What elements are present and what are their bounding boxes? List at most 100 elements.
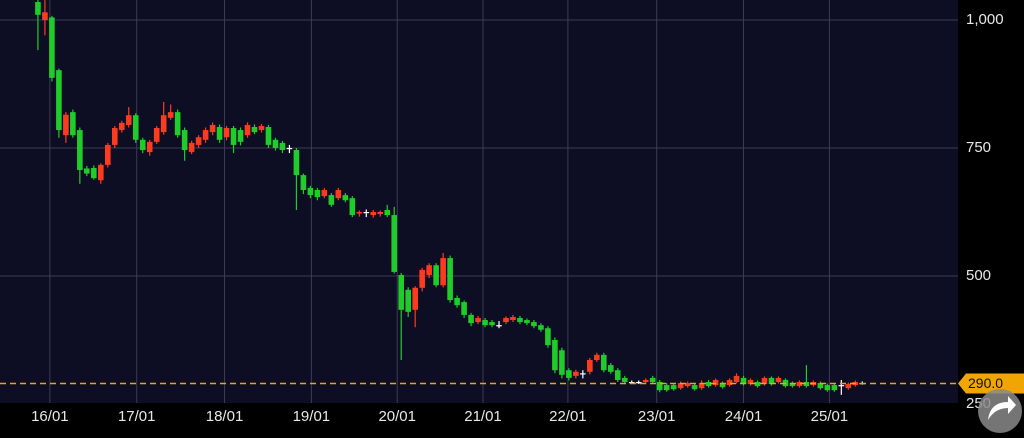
candle-body [831,385,838,391]
y-tick-label: 1,000 [966,11,1004,28]
candle-body [817,383,824,389]
candle-body [691,385,698,390]
x-tick-label: 22/01 [549,408,587,425]
candle-body [230,128,237,145]
candle-body [635,382,642,384]
candle-body [314,189,321,198]
candle-body [426,265,432,275]
candle-body [656,382,663,391]
candle-body [733,375,740,383]
x-tick-label: 25/01 [811,408,849,425]
candle-body [195,137,202,145]
candle-body [775,377,782,383]
candle-body [237,130,244,142]
candle-body [789,383,796,387]
share-button[interactable] [978,389,1022,433]
candle-body [300,175,307,190]
candle-body [139,139,146,151]
candle-body [216,126,223,140]
candle-body [49,17,55,78]
candle-body [35,2,41,15]
candle-body [754,382,761,387]
candle-body [475,317,481,323]
candle-body [566,370,572,378]
candle-body [307,187,314,196]
candle-body [98,164,104,181]
candle-body [559,350,565,375]
candle-body [824,385,831,391]
candle-body [601,354,607,371]
time-axis [0,403,958,438]
candle-body [677,383,684,389]
candle-body [160,115,167,133]
candle-body [510,316,516,321]
candle-body [607,365,614,372]
candle-body [202,130,209,140]
current-price-label: 290.0 [968,375,1003,391]
candle-body [705,382,712,387]
candle-body [356,211,363,214]
candle-body [419,269,425,288]
candle-body [580,373,586,375]
candle-body [77,130,83,171]
candle-body [587,359,593,372]
candle-body [454,298,460,306]
candle-body [223,128,230,138]
plot-area [0,0,958,403]
candle-body [412,287,418,310]
candle-body [167,112,174,118]
x-tick-label: 16/01 [31,408,69,425]
candle-body [398,274,405,310]
candle-body [42,12,48,20]
candle-body [531,322,537,327]
candle-body [70,112,76,136]
candle-body [503,317,509,323]
candle-body [461,302,467,315]
candle-body [125,115,132,125]
candle-body [740,377,747,385]
candle-body [803,382,810,387]
candle-body [594,354,600,360]
candle-body [433,265,439,286]
candle-body [538,325,544,330]
y-tick-label: 750 [966,139,991,156]
candle-body [335,189,342,199]
share-button-bg [978,389,1022,433]
x-tick-label: 20/01 [378,408,416,425]
candle-body [56,70,62,131]
candle-body [726,379,733,386]
candle-body [524,320,530,324]
candle-body [104,144,111,165]
candle-body [91,167,97,179]
candle-body [384,209,391,216]
candle-body [496,325,502,327]
candle-body [670,385,677,390]
candle-body [258,125,265,131]
candle-body [244,124,251,136]
candle-body [698,383,705,389]
candle-body [447,258,453,301]
candle-body [363,211,370,214]
candle-body [796,382,803,387]
share-icon [988,396,1016,420]
current-price-tag [958,373,1024,394]
candle-body [440,258,446,286]
x-tick-label: 19/01 [293,408,331,425]
candle-body [747,379,754,385]
candle-body [684,383,691,387]
candle-body [482,320,488,326]
candle-body [712,379,719,386]
candle-body [573,371,579,376]
candle-body [719,383,726,388]
candle-body [642,379,649,383]
candle-body [265,126,272,145]
candle-body [663,385,670,391]
candle-body [181,130,188,151]
candle-body [272,139,279,148]
x-tick-label: 21/01 [464,408,502,425]
candle-body [146,141,153,153]
candle-body [209,124,216,133]
candle-body [174,112,181,136]
